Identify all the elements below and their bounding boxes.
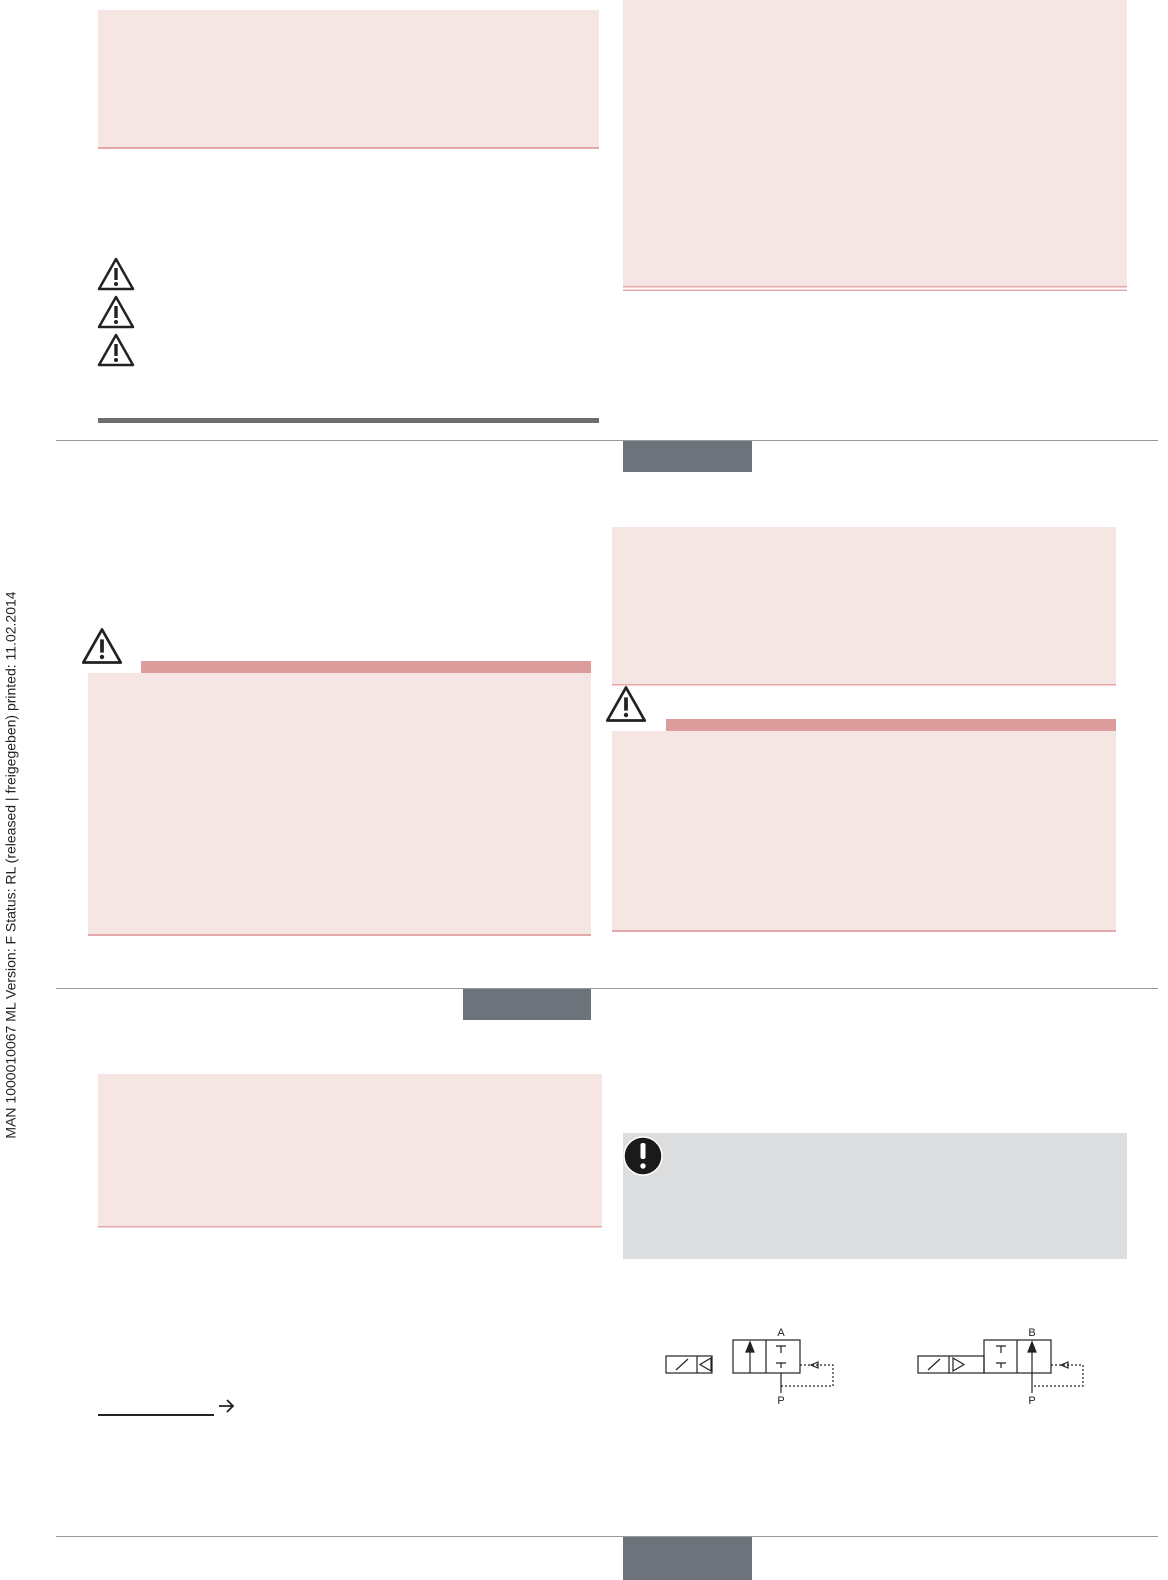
- sidebar-text: MAN 1000010067 ML Version: F Status: RL …: [3, 591, 19, 1138]
- note-box: [623, 1133, 1127, 1259]
- valve-diagram: [665, 1339, 834, 1393]
- valve-diagram: [917, 1339, 1084, 1393]
- info-box: [98, 10, 599, 147]
- box-rule: [98, 147, 599, 149]
- warning-header: [666, 719, 1116, 731]
- warning-box: [88, 673, 591, 934]
- box-rule: [98, 1226, 602, 1228]
- warning-box: [612, 731, 1116, 930]
- note-icon-dot: [640, 1163, 646, 1169]
- separator: [56, 1536, 1158, 1537]
- box-rule: [623, 289, 1127, 291]
- box-rule: [612, 930, 1116, 932]
- section-tab: [623, 1537, 752, 1580]
- port-label: A: [777, 1327, 785, 1339]
- warning-icon: [605, 686, 647, 722]
- section-bar: [98, 418, 599, 423]
- port-label: P: [777, 1395, 784, 1407]
- info-box: [612, 527, 1116, 684]
- section-tab: [623, 441, 752, 472]
- port-label: B: [1028, 1327, 1035, 1339]
- box-rule: [623, 286, 1127, 288]
- separator: [56, 988, 1158, 989]
- warning-header: [141, 661, 591, 673]
- info-box: [623, 0, 1127, 286]
- port-label: P: [1028, 1395, 1035, 1407]
- note-icon-mark: [640, 1143, 646, 1159]
- box-rule: [88, 934, 591, 936]
- warning-icon: [97, 295, 135, 329]
- warning-icon: [81, 628, 123, 664]
- arrow: [219, 1399, 235, 1413]
- info-box: [98, 1074, 602, 1226]
- section-tab: [463, 989, 591, 1020]
- separator: [56, 440, 1158, 441]
- warning-icon: [97, 257, 135, 291]
- warning-icon: [97, 333, 135, 367]
- box-rule: [612, 684, 1116, 686]
